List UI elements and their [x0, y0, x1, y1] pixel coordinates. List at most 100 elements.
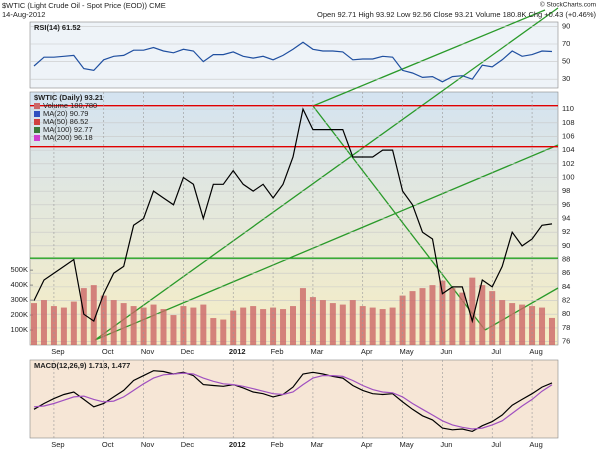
- x-tick-label: Jun: [440, 440, 452, 449]
- legend-swatch: [34, 119, 40, 125]
- x-tick-label: Apr: [361, 440, 373, 449]
- y-tick-label: 84: [562, 282, 570, 291]
- volume-bar: [240, 307, 247, 345]
- legend-label: MA(50) 86.52: [43, 117, 88, 126]
- volume-bar: [220, 319, 227, 345]
- volume-bar: [499, 300, 506, 345]
- volume-bar: [150, 304, 157, 345]
- legend-swatch: [34, 127, 40, 133]
- volume-bar: [200, 304, 207, 345]
- legend-swatch: [34, 135, 40, 141]
- x-tick-label: Mar: [310, 347, 323, 356]
- y-tick-label: 76: [562, 337, 570, 346]
- volume-bar: [389, 307, 396, 345]
- volume-bar: [190, 307, 197, 345]
- volume-bar: [539, 307, 546, 345]
- x-tick-label: May: [399, 347, 413, 356]
- y-tick-label: 108: [562, 118, 575, 127]
- y-tick-label: 86: [562, 268, 570, 277]
- volume-bar: [270, 307, 277, 345]
- y-tick-label: 50: [562, 57, 570, 66]
- volume-bar: [160, 309, 167, 345]
- series-line: [33, 41, 553, 83]
- volume-bar: [280, 309, 287, 345]
- x-tick-label: Mar: [310, 440, 323, 449]
- y-tick-label: 90: [562, 241, 570, 250]
- volume-bar: [31, 303, 37, 345]
- y-tick-label: 98: [562, 186, 570, 195]
- volume-bar: [80, 288, 87, 345]
- y-tick-label: 82: [562, 296, 570, 305]
- legend-swatch: [34, 111, 40, 117]
- y-tick-label: 92: [562, 227, 570, 236]
- volume-bar: [120, 303, 127, 345]
- volume-bar: [339, 304, 346, 345]
- y-tick-label: 104: [562, 145, 575, 154]
- volume-bar: [40, 300, 47, 345]
- x-tick-label: Sep: [51, 440, 64, 449]
- volume-bar: [409, 291, 416, 345]
- x-tick-label: May: [399, 440, 413, 449]
- y2-tick-label: 100K: [10, 325, 28, 334]
- y2-tick-label: 400K: [10, 280, 28, 289]
- y-tick-label: 96: [562, 200, 570, 209]
- series-line: [33, 107, 553, 324]
- volume-bar: [90, 285, 97, 345]
- x-tick-label: Aug: [529, 347, 542, 356]
- volume-bar: [349, 300, 356, 345]
- legend-label: Volume 180,780: [43, 101, 97, 110]
- x-tick-label: Jul: [491, 440, 501, 449]
- x-tick-label: Aug: [529, 440, 542, 449]
- volume-bar: [299, 288, 306, 345]
- volume-bar: [140, 307, 147, 345]
- volume-bar: [110, 300, 117, 345]
- x-tick-label: Dec: [181, 347, 195, 356]
- y2-tick-label: 300K: [10, 295, 28, 304]
- y-tick-label: 88: [562, 255, 570, 264]
- x-tick-label: Jul: [491, 347, 501, 356]
- y-tick-label: 90: [562, 21, 570, 30]
- y-tick-label: 70: [562, 39, 570, 48]
- rsi-panel: [29, 21, 559, 89]
- volume-bar: [170, 315, 177, 345]
- x-tick-label: Oct: [102, 347, 115, 356]
- volume-bar: [60, 307, 67, 345]
- volume-bar: [449, 288, 456, 345]
- volume-bar: [319, 300, 326, 345]
- quote: Open 92.71 High 93.92 Low 92.56 Close 93…: [317, 10, 596, 19]
- x-tick-label: Feb: [271, 347, 284, 356]
- volume-bar: [250, 306, 257, 345]
- date: 14-Aug-2012: [2, 10, 45, 19]
- y-tick-label: 94: [562, 213, 570, 222]
- y-tick-label: 106: [562, 131, 575, 140]
- legend-label: MA(100) 92.77: [43, 125, 93, 134]
- volume-bar: [70, 301, 77, 345]
- legend-swatch: [34, 103, 40, 109]
- y-tick-label: 78: [562, 323, 570, 332]
- macd-panel: [29, 359, 559, 439]
- volume-bar: [290, 306, 296, 345]
- chart-title: $WTIC (Light Crude Oil - Spot Price (EOD…: [2, 1, 166, 10]
- y2-tick-label: 200K: [10, 310, 28, 319]
- volume-bar: [369, 307, 376, 345]
- x-tick-label: Nov: [141, 347, 155, 356]
- y-tick-label: 110: [562, 104, 574, 113]
- y-tick-label: 80: [562, 309, 570, 318]
- x-tick-label: Apr: [361, 347, 373, 356]
- x-tick-label: 2012: [229, 440, 246, 449]
- volume-bar: [329, 303, 336, 345]
- x-tick-label: Sep: [51, 347, 64, 356]
- legend-title: $WTIC (Daily) 93.21: [34, 93, 103, 102]
- volume-bar: [230, 310, 237, 345]
- y-tick-label: 100: [562, 172, 575, 181]
- x-tick-label: Oct: [102, 440, 115, 449]
- x-tick-label: Dec: [181, 440, 195, 449]
- x-tick-label: 2012: [229, 347, 246, 356]
- x-tick-label: Feb: [271, 440, 284, 449]
- legend-title: RSI(14) 61.52: [34, 23, 81, 32]
- volume-bar: [479, 285, 486, 345]
- volume-bar: [489, 291, 496, 345]
- legend-label: MA(20) 90.79: [43, 109, 88, 118]
- volume-bar: [130, 306, 137, 345]
